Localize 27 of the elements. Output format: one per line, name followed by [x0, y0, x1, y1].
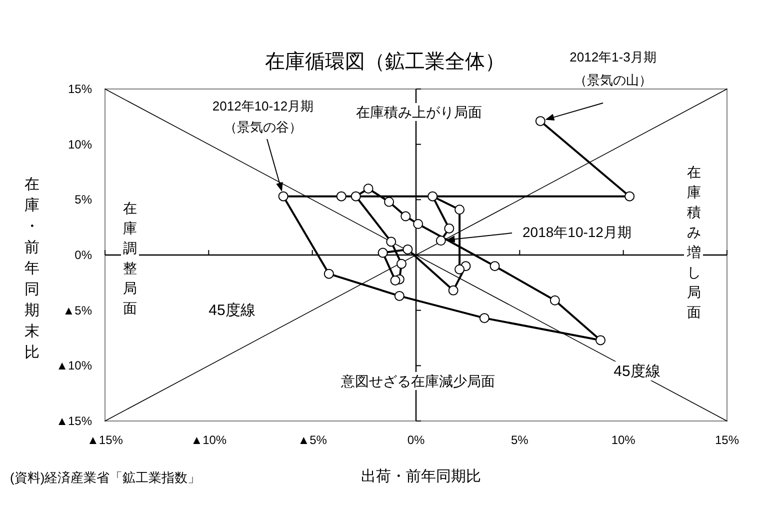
annotation: 在庫積み上がり局面: [356, 104, 482, 120]
x-tick-label: ▲15%: [87, 433, 123, 447]
annotation: 2012年10-12月期（景気の谷）: [212, 98, 314, 134]
x-tick-label: ▲10%: [190, 433, 227, 447]
x-tick-label: 10%: [611, 433, 636, 447]
x-tick-label: ▲5%: [298, 433, 327, 447]
x-tick-label: 5%: [511, 433, 528, 447]
series-name: 45度線: [208, 302, 256, 318]
annotation: 2018年10-12月期: [522, 224, 632, 240]
y-tick-label: ▲5%: [62, 303, 92, 318]
y-tick-label: 0%: [74, 248, 92, 262]
y-tick-label: ▲10%: [56, 358, 92, 373]
x-tick-label: 15%: [714, 433, 740, 447]
x-axis-title: 出荷・前年同期比: [361, 468, 481, 484]
y-tick-label: 10%: [68, 137, 92, 152]
y-tick-label: 15%: [68, 82, 92, 96]
annotation: (資料)経済産業省「鉱工業指数」: [10, 470, 201, 484]
series-name: 45度線: [614, 362, 660, 380]
y-tick-label: ▲15%: [56, 414, 92, 428]
annotation: 2012年1-3月期（景気の山）: [570, 49, 656, 87]
y-axis-title: 在庫・前年同期末比: [24, 176, 40, 360]
x-tick-label: 0%: [407, 433, 425, 447]
annotation: 意図せざる在庫減少局面: [341, 373, 495, 389]
annotation: 在庫積み増し局面: [687, 164, 701, 320]
annotation: 在庫調整局面: [123, 200, 137, 316]
title: 在庫循環図（鉱工業全体）: [265, 51, 505, 73]
y-tick-label: 5%: [74, 192, 92, 207]
